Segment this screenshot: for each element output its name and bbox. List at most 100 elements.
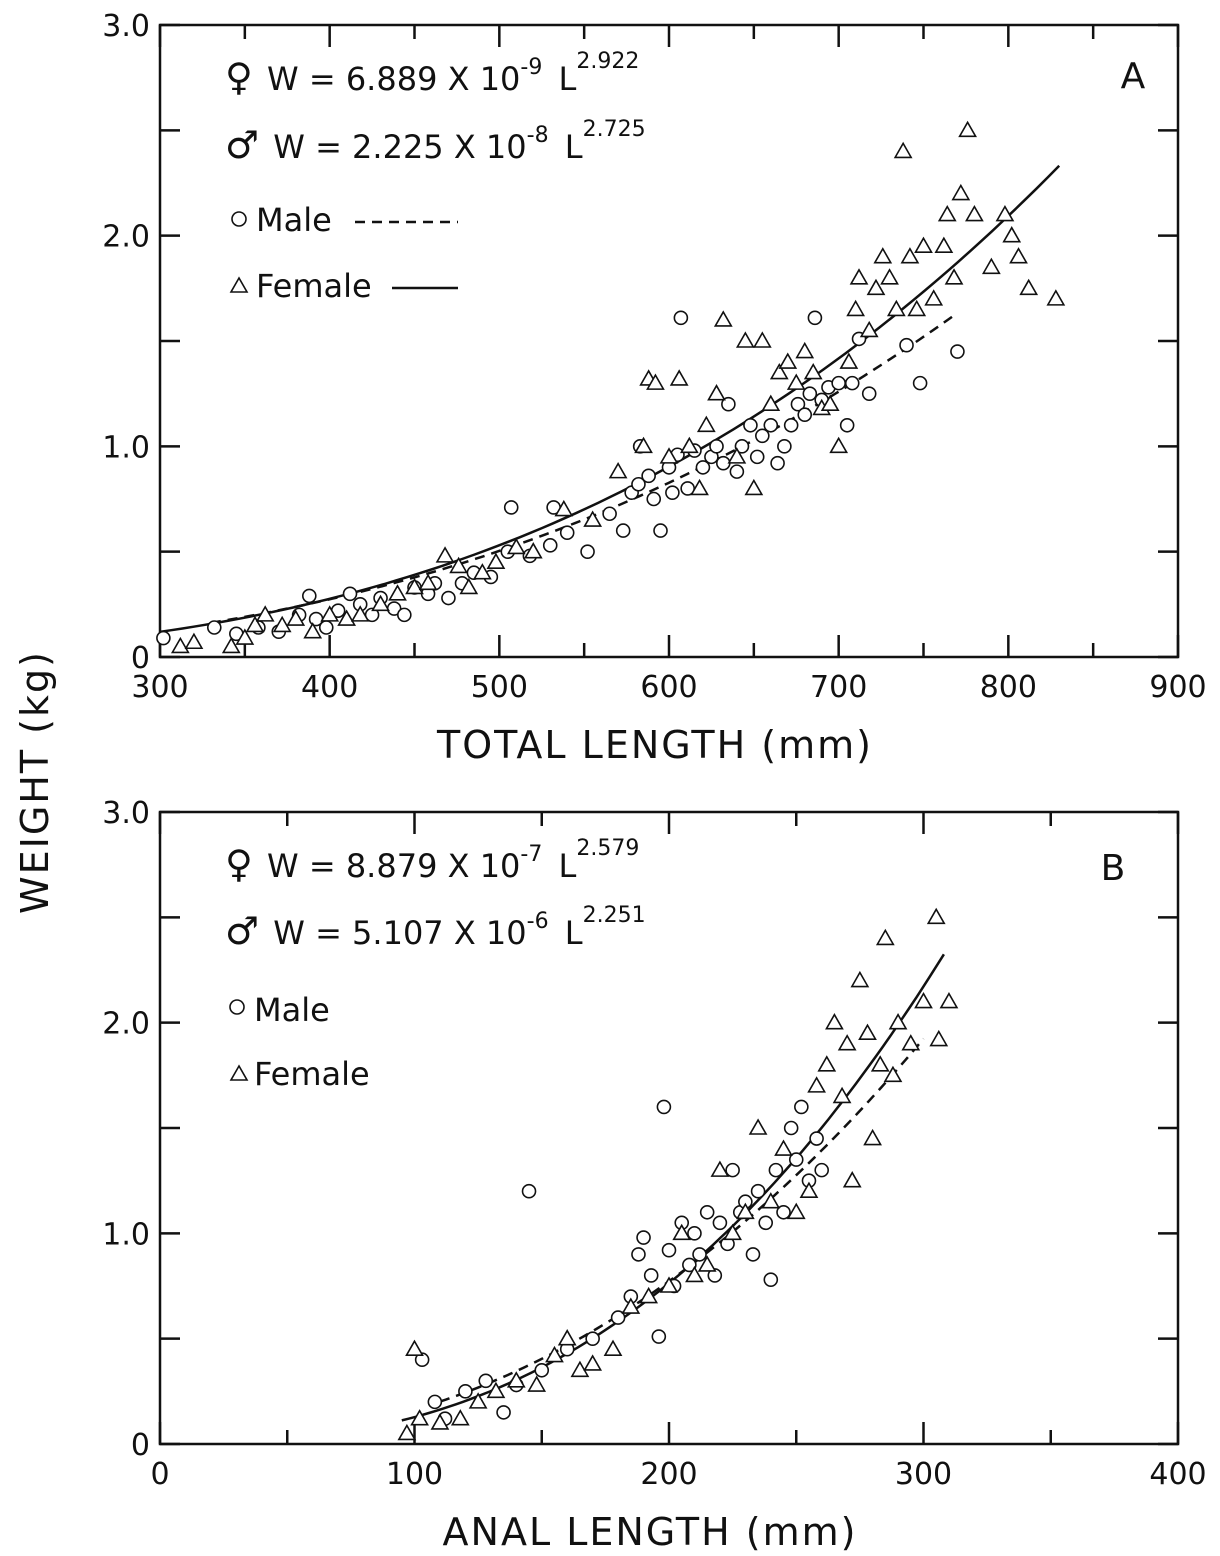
point-male xyxy=(397,607,412,623)
point-male xyxy=(521,1183,537,1199)
point-female xyxy=(449,556,468,574)
point-female xyxy=(337,609,357,626)
point-male xyxy=(441,590,456,606)
point-female xyxy=(430,1413,450,1430)
point-male xyxy=(749,449,765,465)
point-male xyxy=(631,476,646,492)
point-female xyxy=(837,1034,857,1051)
point-male xyxy=(745,1247,761,1262)
point-female xyxy=(850,970,870,988)
point-female xyxy=(570,1360,590,1378)
point-female xyxy=(735,1202,755,1220)
point-female xyxy=(527,1375,547,1392)
point-female xyxy=(803,362,823,380)
panel-b-points xyxy=(397,907,959,1441)
point-female xyxy=(786,373,806,390)
point-female xyxy=(554,499,574,517)
panel-b-y-tick-labels: 0 1.0 2.0 3.0 xyxy=(102,796,150,1463)
point-male xyxy=(770,455,785,471)
point-male xyxy=(721,396,736,412)
point-female xyxy=(634,436,653,454)
fit-line-female xyxy=(401,953,945,1422)
point-female xyxy=(659,1276,679,1293)
point-male xyxy=(809,1131,824,1146)
point-female xyxy=(646,373,665,390)
point-male xyxy=(665,485,680,500)
panel-a-letter: A xyxy=(1121,56,1146,97)
point-male xyxy=(712,1215,728,1231)
panel-b-x-axis-title: ANAL LENGTH (mm) xyxy=(443,1510,858,1554)
point-male xyxy=(318,620,334,635)
point-male xyxy=(755,428,770,444)
y-tick-label: 1.0 xyxy=(102,430,150,465)
fit-line-male xyxy=(439,1037,925,1403)
point-male xyxy=(699,1204,715,1220)
point-female xyxy=(870,1055,890,1072)
point-female xyxy=(272,615,292,633)
fit-line-male xyxy=(210,311,959,625)
point-female xyxy=(659,447,679,464)
point-female xyxy=(235,628,255,645)
point-female xyxy=(748,1118,768,1135)
point-female xyxy=(795,341,815,359)
x-tick-label: 300 xyxy=(131,670,188,705)
point-female xyxy=(727,447,747,464)
point-female xyxy=(459,577,479,595)
point-male xyxy=(763,1272,779,1287)
point-male xyxy=(156,630,171,646)
point-male xyxy=(653,523,668,538)
point-male xyxy=(661,1242,677,1258)
point-male xyxy=(585,1331,600,1346)
point-male xyxy=(643,1268,659,1283)
point-male xyxy=(950,344,965,359)
point-female xyxy=(752,331,772,348)
x-tick-label: 400 xyxy=(301,670,358,705)
point-female xyxy=(893,141,913,159)
panel-a-x-axis-title: TOTAL LENGTH (mm) xyxy=(436,723,873,767)
y-axis-title: WEIGHT (kg) xyxy=(13,650,57,914)
male-symbol: ♂ xyxy=(225,909,259,953)
point-female xyxy=(842,1171,862,1188)
point-female xyxy=(951,183,971,201)
point-female xyxy=(914,991,933,1009)
x-tick-label: 200 xyxy=(640,1457,697,1492)
y-tick-label: 0 xyxy=(131,1428,150,1463)
point-female xyxy=(523,542,543,559)
point-male xyxy=(673,310,689,326)
point-female xyxy=(557,1329,577,1346)
point-female xyxy=(486,1381,506,1399)
point-female xyxy=(735,331,755,348)
point-female xyxy=(939,991,959,1009)
point-male xyxy=(899,337,914,353)
point-female xyxy=(371,594,390,612)
point-female xyxy=(410,1409,429,1426)
point-female xyxy=(184,632,204,650)
point-male xyxy=(802,386,818,401)
point-female xyxy=(807,1076,826,1093)
point-male xyxy=(503,500,519,515)
panel-a-x-tick-labels: 300 400 500 600 700 800 900 xyxy=(131,670,1206,705)
point-female xyxy=(472,563,492,580)
point-female xyxy=(859,320,879,338)
point-male xyxy=(580,544,595,559)
point-male xyxy=(682,1257,697,1273)
panel-a-ticks xyxy=(158,23,1180,659)
legend-female-marker xyxy=(229,276,249,293)
point-female xyxy=(685,1265,704,1283)
point-female xyxy=(545,1345,564,1363)
point-male xyxy=(631,1247,646,1262)
point-male xyxy=(496,1405,511,1420)
point-male xyxy=(602,506,617,522)
point-male xyxy=(912,375,928,391)
point-female xyxy=(820,394,840,412)
point-male xyxy=(342,586,358,602)
panel-b-equation-male: ♂ W = 5.107 X 10-6 L2.251 xyxy=(225,903,646,953)
point-female xyxy=(761,1192,781,1209)
point-male xyxy=(636,1230,651,1245)
point-male xyxy=(725,1162,740,1178)
x-tick-label: 900 xyxy=(1149,670,1206,705)
point-female xyxy=(825,1013,844,1030)
point-male xyxy=(478,1373,494,1389)
point-female xyxy=(696,415,716,433)
point-female xyxy=(713,310,733,327)
